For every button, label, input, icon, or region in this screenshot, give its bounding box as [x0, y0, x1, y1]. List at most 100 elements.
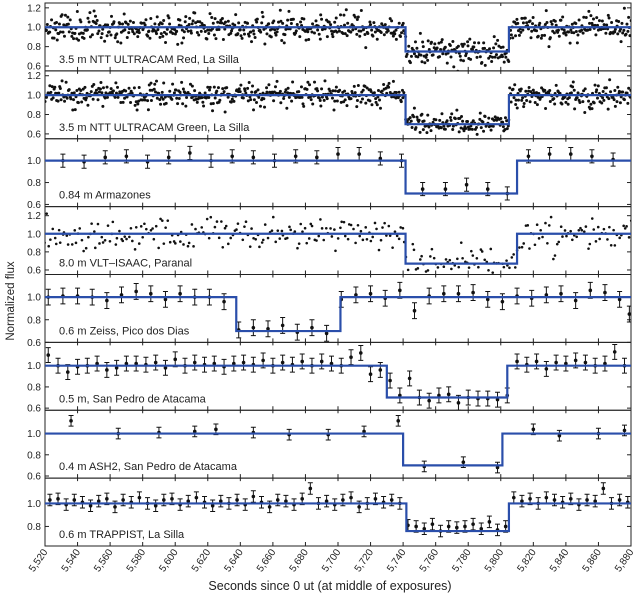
data-point — [394, 90, 398, 94]
data-point — [477, 265, 480, 269]
data-point — [171, 82, 175, 86]
data-point — [307, 482, 313, 495]
data-point — [547, 147, 553, 162]
data-point — [376, 89, 380, 93]
data-point — [111, 89, 115, 93]
data-point — [446, 386, 452, 403]
data-point — [375, 227, 378, 231]
data-point — [217, 27, 221, 31]
data-point — [440, 112, 444, 116]
data-point — [339, 226, 342, 230]
data-point — [50, 18, 54, 22]
data-point — [625, 225, 628, 228]
data-points — [45, 6, 631, 71]
data-point — [382, 82, 386, 86]
data-point — [548, 99, 552, 103]
data-point — [325, 97, 329, 101]
data-point — [373, 221, 377, 225]
panel-label: 0.84 m Armazones — [59, 190, 151, 202]
data-point — [520, 98, 524, 102]
data-point — [577, 228, 581, 232]
data-point — [164, 40, 168, 44]
data-point — [298, 35, 302, 39]
data-point — [124, 21, 128, 25]
data-point — [267, 83, 271, 87]
x-tick-label: 5,880 — [613, 547, 637, 574]
data-point — [621, 31, 625, 35]
data-point — [401, 21, 405, 25]
data-point — [335, 99, 339, 103]
data-point — [449, 55, 453, 59]
data-point — [539, 36, 543, 40]
data-point — [229, 31, 233, 35]
data-point — [232, 99, 236, 103]
data-point — [293, 230, 297, 233]
data-point — [600, 101, 604, 105]
data-point — [483, 114, 487, 118]
data-point — [618, 236, 621, 240]
data-point — [385, 234, 388, 237]
data-point — [519, 30, 523, 34]
data-point — [377, 151, 383, 166]
data-point — [584, 493, 590, 507]
data-point — [530, 29, 534, 33]
data-point — [462, 42, 466, 46]
data-point — [548, 88, 552, 92]
data-point — [93, 230, 96, 233]
data-point — [408, 116, 412, 120]
data-point — [470, 249, 473, 253]
data-point — [543, 491, 549, 504]
data-point — [521, 28, 525, 32]
data-point — [356, 83, 360, 87]
data-point — [84, 246, 88, 250]
data-point — [291, 80, 295, 84]
data-point — [86, 103, 90, 107]
transit-model-line — [45, 94, 631, 126]
data-point — [570, 22, 574, 26]
data-point — [324, 226, 328, 230]
data-point — [291, 17, 295, 21]
data-point — [589, 102, 593, 106]
data-point — [355, 32, 359, 36]
data-point — [444, 258, 448, 261]
data-point — [135, 108, 139, 112]
x-axis-label: Seconds since 0 ut (at middle of exposur… — [208, 579, 451, 593]
data-point — [554, 83, 558, 87]
data-point — [304, 38, 308, 42]
data-point — [329, 227, 332, 230]
data-point — [94, 355, 100, 372]
data-point — [209, 102, 213, 106]
data-point — [213, 96, 217, 100]
data-point — [457, 130, 461, 134]
data-point — [244, 220, 248, 224]
data-point — [180, 80, 184, 84]
data-point — [610, 21, 614, 25]
data-point — [177, 498, 183, 511]
data-point — [511, 491, 517, 504]
data-point — [363, 84, 367, 88]
data-point — [121, 239, 125, 243]
data-point — [213, 225, 217, 229]
data-point — [110, 91, 114, 95]
y-tick-label: 1.0 — [27, 91, 41, 102]
data-point — [337, 29, 341, 33]
data-point — [187, 241, 191, 245]
data-point — [547, 45, 551, 49]
data-point — [412, 115, 416, 119]
data-point — [464, 51, 468, 55]
data-point — [103, 238, 107, 242]
data-point — [608, 78, 612, 82]
data-point — [137, 85, 141, 89]
data-point — [115, 32, 119, 36]
data-point — [309, 98, 313, 102]
data-point — [70, 34, 74, 38]
data-point — [499, 116, 503, 120]
data-point — [314, 19, 318, 23]
data-point — [190, 84, 194, 88]
data-point — [345, 34, 349, 38]
data-point — [341, 31, 345, 35]
data-point — [387, 372, 393, 389]
data-point — [369, 239, 373, 243]
data-point — [161, 219, 164, 222]
data-point — [45, 28, 48, 32]
